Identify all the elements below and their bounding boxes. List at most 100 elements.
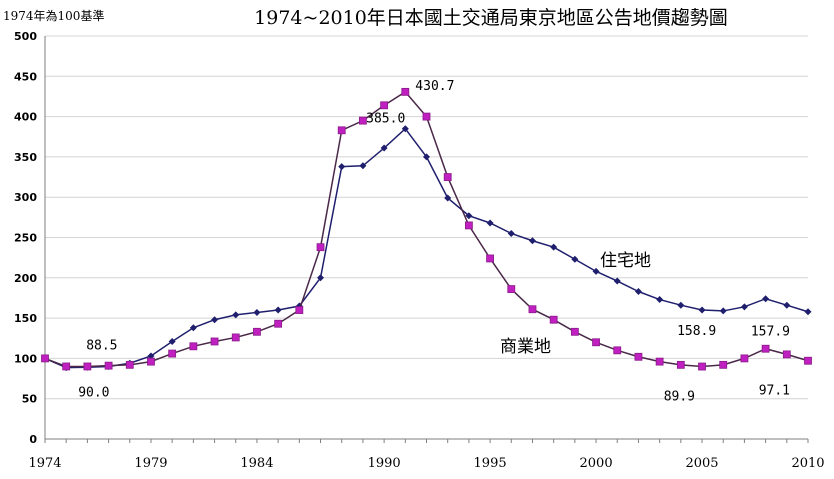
data-point [337, 126, 346, 135]
data-label: 88.5 [86, 339, 117, 354]
data-point [570, 327, 579, 336]
data-point [316, 243, 325, 252]
data-point [274, 319, 283, 328]
y-tick-label: 250 [14, 232, 37, 245]
y-tick-labels: 0 50 100 150 200 250 300 350 400 450 500 [14, 30, 37, 446]
data-point [719, 307, 727, 315]
data-point [782, 350, 791, 359]
chart-title: 1974~2010年日本國土交通局東京地區公告地價趨勢圖 [254, 7, 728, 29]
y-tick-label: 200 [14, 272, 37, 285]
series-1 [41, 87, 812, 371]
gridlines [45, 35, 808, 400]
data-label: 385.0 [366, 112, 405, 127]
axes [44, 36, 809, 443]
data-point [443, 173, 452, 181]
y-tick-label: 500 [14, 30, 37, 43]
x-tick-label: 1990 [368, 456, 401, 471]
data-label: 430.7 [415, 79, 454, 94]
data-label: 158.9 [677, 324, 716, 339]
data-point [719, 360, 728, 369]
series-label-residential: 住宅地 [600, 251, 651, 271]
data-point [676, 360, 685, 369]
data-point [571, 255, 579, 263]
data-point [740, 354, 749, 363]
data-point [104, 361, 113, 370]
data-point [401, 87, 410, 96]
data-point [359, 162, 367, 170]
data-point [189, 342, 198, 351]
data-point [740, 303, 748, 311]
data-point [41, 354, 49, 363]
data-point [125, 360, 134, 369]
data-point [359, 116, 367, 125]
data-point [253, 308, 261, 316]
data-point [528, 237, 536, 245]
data-point [592, 267, 600, 275]
x-tick-label: 2005 [685, 456, 718, 471]
data-point [634, 352, 643, 361]
data-point [464, 221, 473, 230]
data-point [380, 144, 388, 152]
data-point [168, 349, 177, 358]
y-tick-label: 150 [14, 312, 37, 325]
series-layer [41, 87, 812, 372]
data-point [168, 337, 176, 345]
data-label: 89.9 [664, 390, 695, 405]
data-point [634, 288, 642, 296]
y-tick-label: 400 [14, 111, 37, 124]
data-point [422, 112, 431, 121]
data-point [83, 362, 92, 371]
y-tick-label: 0 [29, 433, 37, 446]
y-tick-label: 350 [14, 151, 37, 164]
data-point [507, 285, 516, 293]
y-tick-label: 50 [22, 393, 38, 406]
data-point [231, 333, 240, 342]
data-point [380, 101, 389, 110]
data-point [211, 316, 219, 324]
data-label: 90.0 [78, 385, 109, 400]
data-point [486, 219, 494, 227]
data-point [804, 356, 812, 365]
data-point [761, 344, 770, 353]
series-label-commercial: 商業地 [500, 337, 551, 357]
data-point [528, 305, 537, 314]
data-point [232, 311, 240, 319]
data-point [423, 153, 430, 161]
data-point [655, 357, 664, 366]
data-point [147, 357, 155, 366]
data-point [677, 301, 685, 309]
data-labels: 88.5 90.0 385.0 430.7 158.9 157.9 89.9 97.1 [78, 79, 790, 405]
data-point [210, 337, 219, 346]
y-tick-label: 100 [14, 352, 37, 365]
data-point [613, 277, 621, 285]
data-point [762, 295, 770, 303]
data-point [549, 315, 558, 324]
data-point [656, 296, 664, 304]
x-tick-label: 1995 [474, 456, 507, 471]
baseline-note: 1974年為100基準 [3, 8, 104, 23]
data-point [444, 194, 452, 202]
x-tick-label: 1984 [240, 456, 273, 471]
x-tick-label: 1974 [28, 456, 61, 471]
x-tick-label: 2010 [791, 456, 824, 471]
data-point [253, 327, 261, 336]
data-label: 97.1 [759, 384, 790, 399]
data-point [465, 212, 473, 220]
data-point [592, 338, 600, 347]
data-point [507, 229, 515, 237]
data-point [189, 324, 197, 332]
data-point [698, 362, 706, 371]
data-point [804, 308, 812, 316]
data-point [401, 125, 409, 133]
data-point [613, 346, 622, 355]
y-tick-label: 300 [14, 191, 37, 204]
x-tick-label: 2000 [580, 456, 613, 471]
data-point [698, 306, 706, 314]
data-point [338, 163, 346, 171]
data-point [783, 301, 791, 309]
data-point [486, 254, 494, 263]
data-label: 157.9 [751, 325, 790, 340]
data-point [317, 274, 325, 282]
data-point [295, 306, 304, 314]
